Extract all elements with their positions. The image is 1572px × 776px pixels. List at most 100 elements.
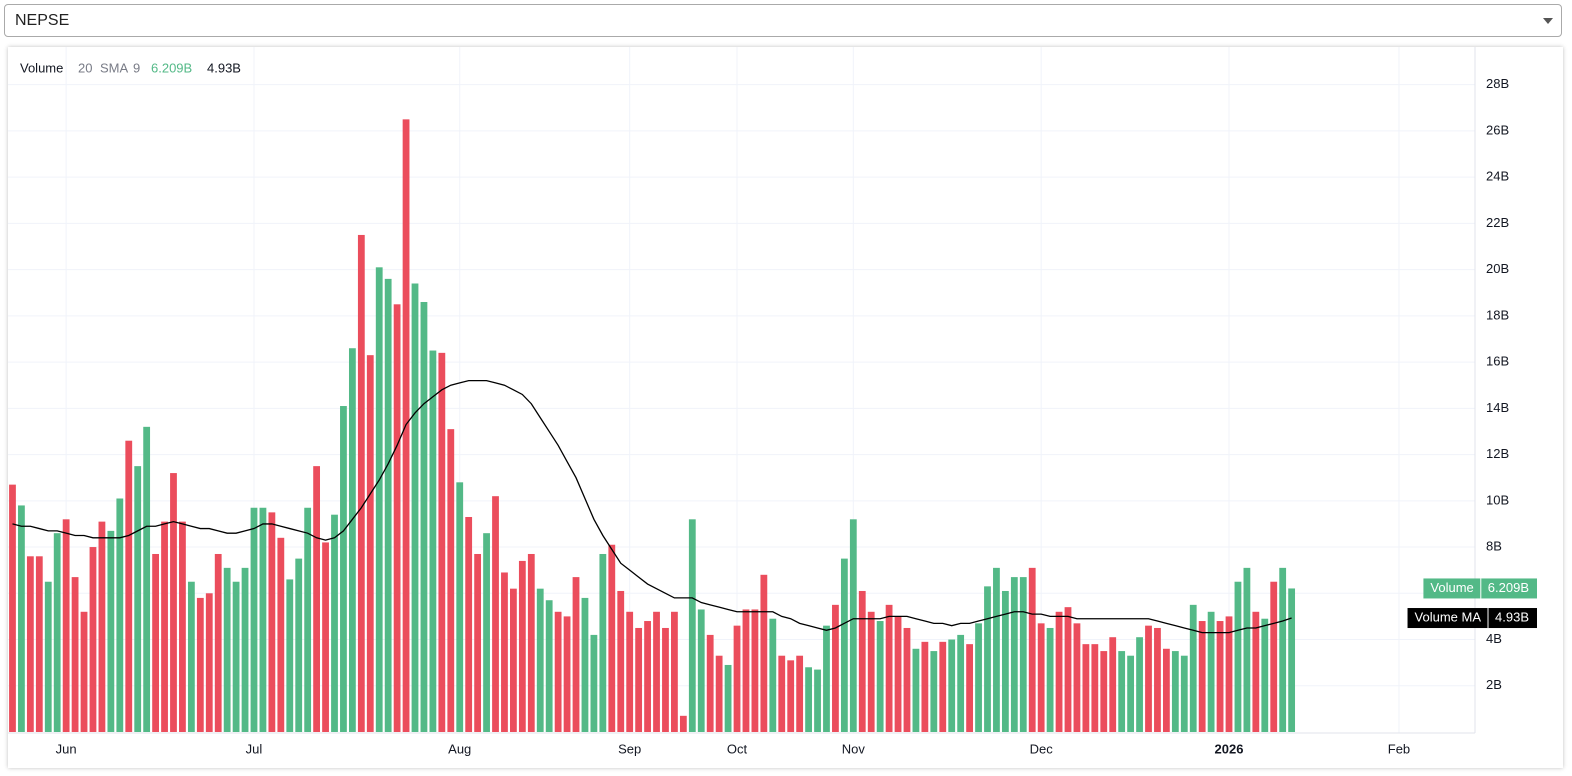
volume-bar (563, 616, 571, 732)
volume-bar (53, 533, 61, 732)
legend-ma-length: 9 (133, 60, 140, 75)
volume-bar (492, 496, 499, 732)
volume-bar (286, 579, 294, 732)
volume-bar (545, 600, 553, 732)
volume-bar (18, 505, 25, 732)
volume-bar (769, 618, 777, 732)
volume-bar (384, 278, 392, 732)
volume-bar (805, 667, 812, 732)
volume-bar (1171, 651, 1179, 732)
tag-value: 4.93B (1495, 609, 1529, 624)
volume-bar (581, 597, 589, 732)
volume-bar (1109, 637, 1117, 732)
x-tick-label: Dec (1030, 741, 1054, 756)
volume-bar (357, 234, 365, 732)
y-tick-label: 8B (1486, 538, 1502, 553)
volume-bar (429, 350, 437, 732)
volume-bar (35, 556, 43, 732)
x-tick-label: 2026 (1215, 741, 1244, 756)
volume-bar (635, 627, 643, 732)
volume-bar (1001, 590, 1009, 732)
legend-ma-value: 4.93B (207, 60, 241, 75)
volume-bar (662, 627, 669, 732)
volume-bar (1055, 611, 1063, 732)
volume-bar (438, 352, 446, 732)
volume-bar (930, 651, 938, 732)
x-tick-label: Oct (727, 741, 748, 756)
volume-bar (331, 514, 338, 732)
volume-bar (885, 604, 893, 732)
volume-bar (1279, 567, 1287, 732)
volume-bar (456, 482, 464, 732)
volume-bar (116, 498, 124, 732)
volume-bar (179, 521, 186, 732)
volume-bar (125, 440, 133, 732)
volume-bar (984, 586, 991, 732)
volume-bar (733, 625, 741, 732)
symbol-select[interactable]: NEPSE (4, 4, 1562, 37)
volume-bar (26, 556, 34, 732)
volume-bar (849, 519, 857, 732)
volume-bar (161, 521, 168, 732)
volume-bar (474, 553, 482, 732)
volume-bar (653, 611, 660, 732)
ma-line (12, 379, 1292, 634)
volume-bar (1019, 577, 1027, 732)
volume-bar (671, 611, 678, 732)
volume-bar (975, 623, 982, 732)
volume-bar (107, 530, 115, 732)
volume-bar (706, 634, 714, 732)
volume-bar (1270, 581, 1278, 732)
volume-bar (366, 355, 374, 732)
volume-bar (134, 466, 142, 732)
volume-bar (1180, 655, 1188, 732)
volume-bar (268, 512, 276, 732)
volume-bar (760, 574, 768, 732)
volume-bar (993, 567, 1000, 732)
volume-bar (939, 641, 947, 732)
volume-bar (348, 348, 356, 732)
volume-bar (608, 544, 616, 732)
tag-name: Volume MA (1415, 609, 1482, 624)
volume-bar (232, 581, 240, 732)
volume-bar (527, 553, 535, 732)
volume-bar (295, 558, 303, 732)
volume-bar (187, 581, 195, 732)
y-tick-label: 28B (1486, 76, 1509, 91)
volume-bar (796, 655, 804, 732)
x-tick-label: Sep (618, 741, 641, 756)
volume-bar (948, 639, 956, 732)
volume-bar (1082, 644, 1090, 732)
volume-bar (867, 611, 875, 732)
volume-bar (393, 304, 401, 732)
chart: 2B4B6B8B10B12B14B16B18B20B22B24B26B28BJu… (8, 47, 1537, 756)
volume-bar (1073, 623, 1081, 732)
volume-bar (1028, 567, 1036, 732)
y-tick-label: 10B (1486, 492, 1509, 507)
x-tick-label: Nov (842, 741, 866, 756)
volume-bar (98, 521, 106, 732)
volume-bar (1118, 651, 1126, 732)
volume-bar (921, 641, 929, 732)
volume-bar (751, 609, 759, 732)
volume-bar (724, 664, 732, 732)
y-tick-label: 20B (1486, 261, 1509, 276)
volume-bar (501, 572, 508, 732)
volume-bar (143, 426, 151, 732)
volume-bar (903, 627, 911, 732)
volume-bar (1243, 567, 1251, 732)
volume-bar (1145, 625, 1152, 732)
volume-bar (62, 519, 70, 732)
volume-bar (1225, 616, 1233, 732)
y-tick-label: 2B (1486, 677, 1502, 692)
legend-volume-value: 6.209B (151, 60, 192, 75)
volume-bar (1100, 651, 1108, 732)
volume-bar (1261, 618, 1269, 732)
volume-bar (1207, 611, 1215, 732)
volume-bar (590, 634, 598, 732)
volume-bar (1010, 577, 1018, 732)
x-tick-label: Aug (448, 741, 471, 756)
volume-bar (966, 644, 973, 732)
legend-length: 20 (78, 60, 92, 75)
legend-ma-type: SMA (100, 60, 129, 75)
